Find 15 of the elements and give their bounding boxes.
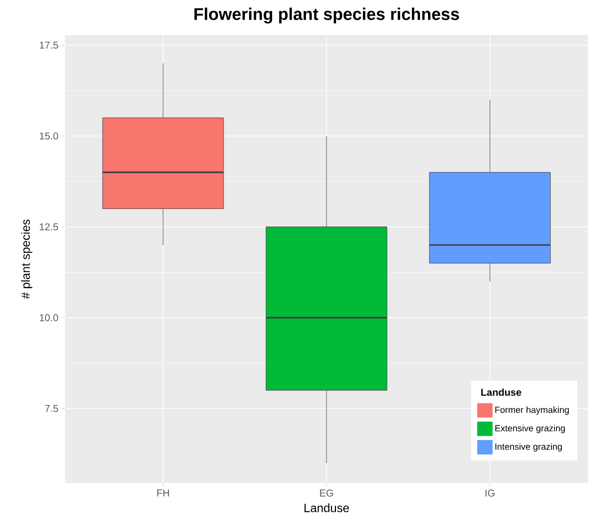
x-tick-label: EG bbox=[320, 490, 333, 497]
y-axis-title: # plant species bbox=[21, 220, 32, 299]
y-tick-label: 10.0 bbox=[40, 314, 58, 322]
y-tick-label: 7.5 bbox=[45, 405, 58, 412]
y-tick-label: 17.5 bbox=[40, 42, 58, 49]
legend-label: Intensive grazing bbox=[495, 443, 562, 452]
x-tick-label: FH bbox=[157, 490, 169, 496]
y-tick-label: 12.5 bbox=[40, 223, 58, 230]
legend-title: Landuse bbox=[481, 388, 522, 396]
legend-label: Former haymaking bbox=[495, 406, 569, 415]
chart-title: Flowering plant species richness bbox=[194, 8, 459, 24]
x-tick-label: IG bbox=[486, 490, 494, 497]
x-axis-title: Landuse bbox=[304, 503, 349, 512]
y-tick-label: 15.0 bbox=[40, 132, 58, 140]
legend-label: Extensive grazing bbox=[495, 424, 565, 434]
